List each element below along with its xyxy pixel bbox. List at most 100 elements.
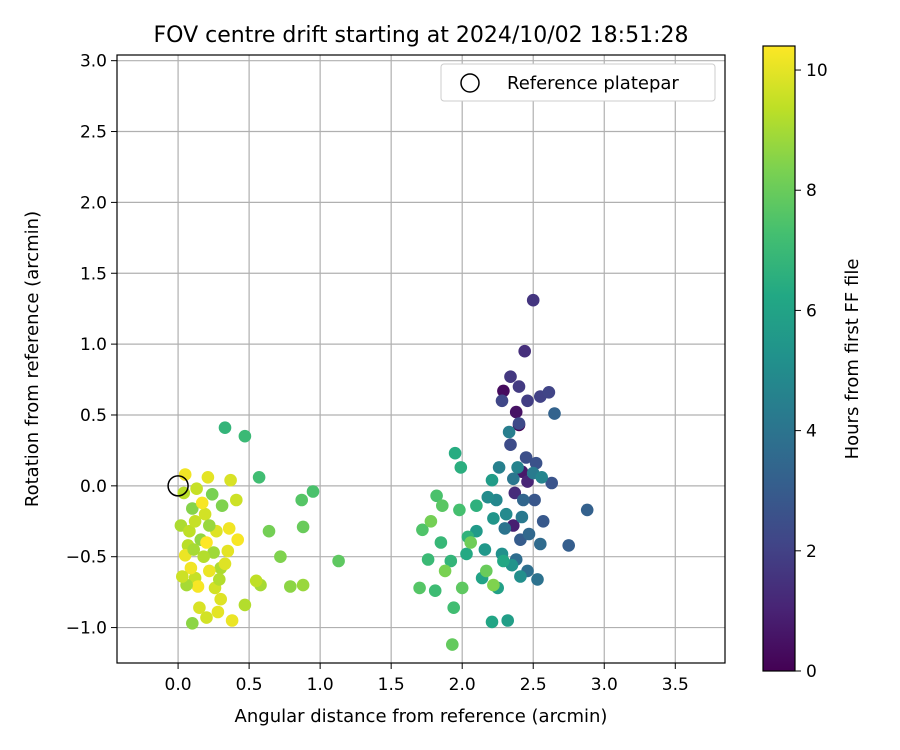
data-point: [205, 488, 219, 501]
data-point: [481, 490, 495, 504]
data-point: [444, 554, 458, 568]
x-tick-label: 3.5: [662, 675, 689, 695]
data-point: [487, 512, 500, 525]
plot-area: [116, 54, 726, 664]
data-point: [203, 564, 216, 578]
data-point: [191, 580, 205, 593]
x-axis-label: Angular distance from reference (arcmin): [235, 706, 608, 727]
data-point: [447, 601, 461, 614]
data-point: [249, 574, 263, 588]
data-point: [478, 543, 492, 556]
data-point: [176, 570, 189, 583]
data-point: [534, 537, 547, 551]
x-tick-label: 0.0: [165, 675, 192, 695]
y-tick-label: 0.5: [80, 406, 107, 426]
data-point: [497, 554, 510, 568]
colorbar-tick-label: 2: [806, 542, 817, 562]
colorbar: 0 2 4 6 8 10: [762, 45, 828, 682]
legend-box: [440, 63, 716, 102]
y-tick-label: 1.5: [80, 264, 107, 284]
data-point: [200, 536, 213, 549]
y-tick-label: 2.0: [80, 193, 107, 213]
y-axis: −1.0 −0.5 0.0 0.5 1.0 1.5 2.0 2.5 3.0: [66, 52, 117, 639]
chart-title: FOV centre drift starting at 2024/10/02 …: [154, 23, 689, 48]
data-point: [224, 473, 237, 487]
y-tick-label: 2.5: [80, 123, 107, 143]
data-point: [190, 482, 203, 496]
data-point: [421, 553, 435, 566]
colorbar-tick-label: 8: [806, 181, 817, 201]
reference-platepar-marker: [167, 475, 189, 497]
data-point: [296, 520, 310, 534]
data-point: [184, 561, 198, 575]
data-point: [535, 471, 548, 484]
data-point: [295, 493, 309, 507]
data-point: [536, 515, 550, 528]
data-point: [545, 476, 558, 490]
data-point: [446, 638, 459, 651]
data-point: [522, 527, 536, 541]
legend-marker: [460, 73, 480, 93]
data-point: [214, 592, 227, 606]
data-point: [512, 380, 526, 393]
data-point: [509, 405, 523, 419]
x-tick-label: 2.5: [520, 675, 547, 695]
data-point: [201, 471, 215, 484]
x-tick-label: 2.0: [449, 675, 476, 695]
data-point: [470, 499, 483, 512]
data-point: [501, 614, 514, 627]
data-point: [526, 293, 540, 307]
colorbar-gradient: [762, 45, 796, 672]
data-point: [211, 605, 225, 619]
data-point: [207, 546, 220, 559]
y-axis-label: Rotation from reference (arcmin): [22, 211, 43, 507]
data-point: [284, 580, 297, 593]
data-point: [186, 617, 199, 630]
data-point: [518, 344, 531, 358]
colorbar-label: Hours from first FF file: [842, 259, 863, 460]
data-point: [514, 570, 527, 583]
data-point: [495, 394, 509, 408]
data-point: [238, 429, 252, 443]
data-point: [504, 370, 517, 384]
colorbar-tick-label: 10: [806, 61, 828, 81]
data-point: [517, 493, 530, 507]
data-point: [511, 461, 524, 474]
data-point: [203, 519, 216, 532]
data-point: [448, 446, 462, 460]
data-point: [460, 547, 473, 561]
data-point: [178, 468, 192, 481]
data-point: [438, 564, 452, 578]
data-point: [497, 384, 510, 398]
plot-frame: [116, 54, 726, 664]
data-point: [436, 499, 449, 512]
data-point: [252, 471, 266, 484]
colorbar-tick-label: 4: [806, 422, 817, 442]
data-point: [274, 550, 287, 563]
data-point: [213, 573, 226, 586]
data-point: [508, 486, 522, 500]
data-point: [542, 386, 556, 399]
data-point: [193, 601, 206, 614]
x-axis: 0.0 0.5 1.0 1.5 2.0 2.5 3.0 3.5: [165, 663, 689, 695]
x-tick-label: 1.5: [378, 675, 405, 695]
data-point: [231, 533, 244, 546]
data-point: [499, 507, 513, 521]
data-point: [262, 524, 276, 538]
data-point: [198, 507, 212, 521]
data-point: [296, 578, 310, 592]
data-point: [454, 461, 468, 474]
y-tick-label: −1.0: [66, 619, 107, 639]
colorbar-tick-label: 0: [806, 662, 817, 682]
data-point: [222, 522, 236, 535]
data-point: [485, 615, 499, 629]
x-tick-label: 3.0: [591, 675, 618, 695]
data-point: [197, 550, 210, 563]
data-point: [416, 523, 429, 537]
data-point: [531, 573, 544, 586]
data-point: [218, 421, 232, 435]
data-point: [464, 536, 478, 549]
legend: Reference platepar: [440, 63, 716, 102]
x-tick-label: 0.5: [236, 675, 263, 695]
